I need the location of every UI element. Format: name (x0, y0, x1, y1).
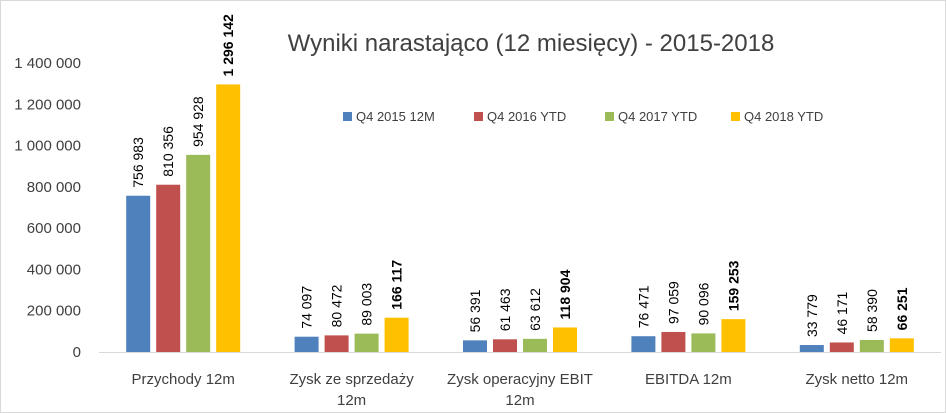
bar (829, 342, 854, 352)
legend-entry: Q4 2015 12M (356, 109, 435, 124)
y-tick-label: 400 000 (27, 261, 81, 278)
legend-entry: Q4 2017 YTD (618, 109, 697, 124)
y-axis: 0 200 000 400 000 600 000 800 000 1 000 000 1 … (14, 55, 81, 361)
category-label: 12m (505, 392, 534, 409)
category-label: Zysk ze sprzedaży (289, 371, 414, 388)
data-label: 61 463 (497, 288, 513, 331)
category-label: Zysk operacyjny EBIT (447, 371, 593, 388)
category-label: 12m (337, 392, 366, 409)
category-label: Zysk netto 12m (806, 371, 909, 388)
bar (889, 338, 914, 352)
bar (384, 317, 409, 352)
bars (126, 84, 914, 352)
y-tick-label: 1 000 000 (14, 138, 81, 155)
data-label: 63 612 (527, 288, 543, 331)
bar (523, 338, 547, 352)
x-axis: Przychody 12m Zysk ze sprzedaży 12m Zysk op… (99, 352, 941, 409)
bar (354, 333, 379, 352)
data-label: 159 253 (725, 260, 741, 311)
data-label: 33 779 (804, 294, 820, 337)
y-tick-label: 1 400 000 (14, 55, 81, 72)
bar (721, 319, 746, 352)
category-label: Przychody 12m (132, 371, 235, 388)
bar (126, 195, 151, 352)
chart-title: Wyniki narastająco (12 miesięcy) - 2015-… (288, 30, 775, 57)
data-label: 90 096 (695, 282, 711, 325)
legend-swatch (605, 112, 614, 121)
data-label: 56 391 (467, 289, 483, 332)
bar (493, 339, 517, 352)
y-tick-label: 0 (73, 344, 81, 361)
data-labels: 756 983 810 356 954 928 1 296 142 74 097 80 4… (130, 14, 910, 337)
legend: Q4 2015 12M Q4 2016 YTD Q4 2017 YTD Q4 2018… (343, 109, 823, 124)
data-label: 74 097 (299, 286, 315, 329)
bar (294, 336, 319, 352)
data-label: 80 472 (329, 284, 345, 327)
data-label: 954 928 (190, 96, 206, 147)
bar (859, 339, 884, 352)
data-label: 76 471 (635, 285, 651, 328)
bar (553, 327, 577, 352)
bar (463, 340, 487, 352)
bar (691, 333, 716, 352)
bar (216, 84, 241, 352)
data-label: 756 983 (130, 137, 146, 188)
data-label: 46 171 (834, 291, 850, 334)
data-label: 58 390 (864, 289, 880, 332)
data-label: 89 003 (359, 283, 375, 326)
bar (324, 335, 349, 352)
y-tick-label: 800 000 (27, 179, 81, 196)
data-label: 166 117 (389, 260, 405, 310)
y-tick-label: 1 200 000 (14, 96, 81, 113)
legend-swatch (474, 112, 483, 121)
data-label: 66 251 (894, 287, 910, 330)
bar (631, 336, 656, 352)
y-tick-label: 200 000 (27, 303, 81, 320)
y-tick-label: 600 000 (27, 220, 81, 237)
bar (186, 154, 211, 352)
data-label: 1 296 142 (220, 14, 236, 76)
legend-swatch (343, 112, 352, 121)
category-label: EBITDA 12m (645, 371, 732, 388)
legend-entry: Q4 2016 YTD (487, 109, 566, 124)
bar (661, 331, 686, 352)
bar (799, 345, 824, 352)
data-label: 810 356 (160, 126, 176, 177)
bar (156, 184, 181, 352)
data-label: 97 059 (665, 281, 681, 324)
data-label: 118 904 (557, 269, 573, 319)
legend-entry: Q4 2018 YTD (744, 109, 823, 124)
legend-swatch (731, 112, 740, 121)
